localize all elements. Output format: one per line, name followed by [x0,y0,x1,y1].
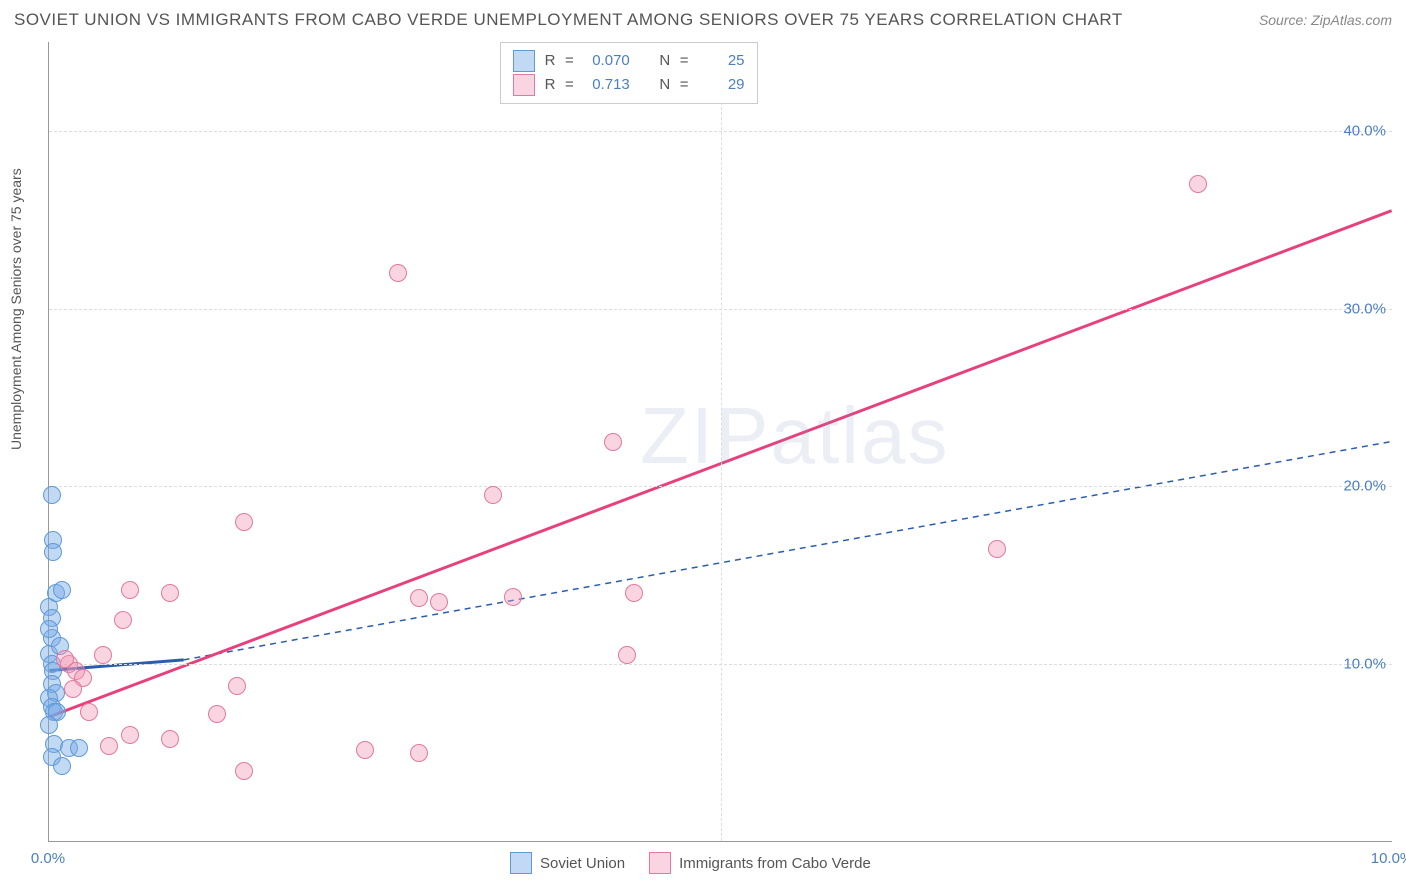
cabo-point [161,730,179,748]
eq-sign: = [565,49,574,73]
n-label: N [658,49,672,73]
cabo-point [94,646,112,664]
cabo-point [618,646,636,664]
y-tick-label: 10.0% [1343,656,1386,673]
cabo-point [208,705,226,723]
y-axis-label: Unemployment Among Seniors over 75 years [8,168,24,450]
source-label: Source: ZipAtlas.com [1259,12,1392,28]
n-label: N [658,73,672,97]
cabo-point [121,581,139,599]
cabo-point [604,433,622,451]
legend-correlation: R = 0.070 N = 25 R = 0.713 N = 29 [500,42,758,104]
soviet-point [40,620,58,638]
soviet-point [43,486,61,504]
cabo-point [121,726,139,744]
legend-stat-row-soviet: R = 0.070 N = 25 [513,49,745,73]
cabo-point [235,513,253,531]
cabo-point [389,264,407,282]
soviet-swatch-icon [513,50,535,72]
cabo-point [1189,175,1207,193]
soviet-point [44,543,62,561]
cabo-point [161,584,179,602]
cabo-r-value: 0.713 [582,73,630,97]
r-label: R [543,73,557,97]
legend-item-cabo: Immigrants from Cabo Verde [649,852,871,874]
cabo-point [80,703,98,721]
eq-sign: = [680,73,689,97]
y-tick-label: 20.0% [1343,478,1386,495]
grid-line-v [721,42,722,841]
cabo-point [64,680,82,698]
cabo-point [100,737,118,755]
cabo-point [410,589,428,607]
soviet-point [53,581,71,599]
soviet-point [53,757,71,775]
soviet-swatch-icon [510,852,532,874]
cabo-point [356,741,374,759]
cabo-point [988,540,1006,558]
x-tick-label: 0.0% [31,850,65,867]
cabo-swatch-icon [649,852,671,874]
cabo-point [228,677,246,695]
chart-title: SOVIET UNION VS IMMIGRANTS FROM CABO VER… [14,10,1123,30]
cabo-point [114,611,132,629]
soviet-r-value: 0.070 [582,49,630,73]
soviet-regression-line [184,442,1392,660]
cabo-n-value: 29 [697,73,745,97]
cabo-point [430,593,448,611]
legend-stat-row-cabo: R = 0.713 N = 29 [513,73,745,97]
soviet-point [40,716,58,734]
x-tick-label: 10.0% [1371,850,1406,867]
cabo-point [484,486,502,504]
cabo-point [625,584,643,602]
r-label: R [543,49,557,73]
y-tick-label: 40.0% [1343,122,1386,139]
soviet-point [70,739,88,757]
eq-sign: = [680,49,689,73]
legend-item-soviet: Soviet Union [510,852,625,874]
eq-sign: = [565,73,574,97]
cabo-point [504,588,522,606]
legend-series: Soviet Union Immigrants from Cabo Verde [510,852,871,874]
y-tick-label: 30.0% [1343,300,1386,317]
cabo-point [410,744,428,762]
soviet-n-value: 25 [697,49,745,73]
cabo-point [235,762,253,780]
soviet-series-name: Soviet Union [540,855,625,872]
cabo-point [56,650,74,668]
plot-area: 10.0% 20.0% 30.0% 40.0% [48,42,1392,842]
cabo-swatch-icon [513,74,535,96]
cabo-series-name: Immigrants from Cabo Verde [679,855,871,872]
